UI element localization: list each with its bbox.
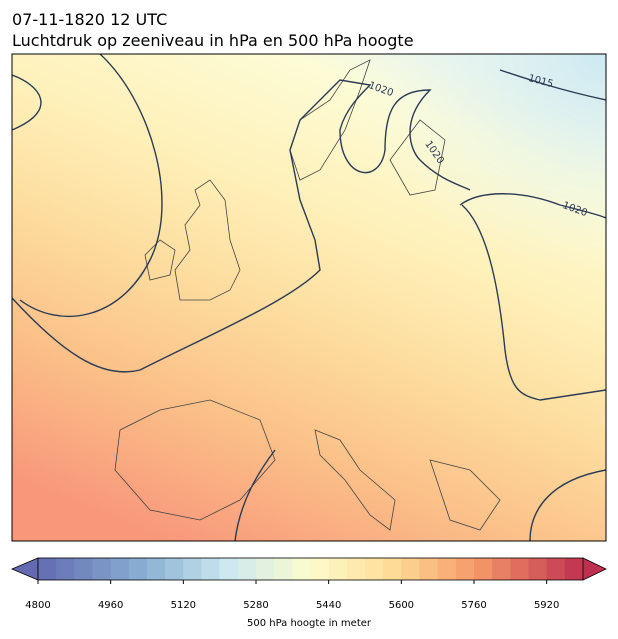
colorbar-segment bbox=[365, 558, 384, 580]
colorbar-segment bbox=[383, 558, 402, 580]
colorbar-segment bbox=[437, 558, 457, 580]
colorbar-segment bbox=[183, 558, 202, 580]
colorbar-tick-label: 5920 bbox=[534, 600, 559, 611]
colorbar-segment bbox=[201, 558, 221, 580]
colorbar-segment bbox=[546, 558, 566, 580]
colorbar-segment bbox=[74, 558, 93, 580]
colorbar-segment bbox=[346, 558, 366, 580]
colorbar-segment bbox=[110, 558, 130, 580]
map-frame bbox=[11, 53, 607, 542]
colorbar-tick-label: 4960 bbox=[98, 600, 123, 611]
colorbar-segment bbox=[128, 558, 148, 580]
colorbar-segment bbox=[38, 558, 57, 580]
colorbar-segment bbox=[256, 558, 275, 580]
colorbar-segment bbox=[401, 558, 420, 580]
colorbar-label: 500 hPa hoogte in meter bbox=[247, 618, 372, 629]
title-line-2: Luchtdruk op zeeniveau in hPa en 500 hPa… bbox=[12, 31, 414, 50]
colorbar-frame bbox=[37, 557, 584, 581]
colorbar-segment bbox=[274, 558, 293, 580]
colorbar-tick-label: 5600 bbox=[389, 600, 414, 611]
colorbar-segment bbox=[219, 558, 239, 580]
colorbar-segment bbox=[528, 558, 548, 580]
colorbar-segment bbox=[165, 558, 184, 580]
colorbar-segment bbox=[292, 558, 311, 580]
colorbar-segment bbox=[310, 558, 330, 580]
colorbar-extend bbox=[582, 557, 607, 581]
colorbar-tick-label: 5760 bbox=[461, 600, 486, 611]
colorbar-tick-label: 4800 bbox=[25, 600, 50, 611]
title-line-1: 07-11-1820 12 UTC bbox=[12, 10, 167, 29]
colorbar-segment bbox=[474, 558, 493, 580]
colorbar: 4800 4960 5120 5280 5440 5600 5760 5920 bbox=[10, 557, 607, 611]
colorbar-tick-label: 5280 bbox=[243, 600, 268, 611]
colorbar-segment bbox=[564, 558, 584, 580]
colorbar-tick-label: 5440 bbox=[316, 600, 341, 611]
colorbar-segment bbox=[492, 558, 511, 580]
colorbar-segment bbox=[419, 558, 439, 580]
colorbar-segment bbox=[510, 558, 529, 580]
colorbar-segment bbox=[237, 558, 257, 580]
colorbar-segment bbox=[56, 558, 75, 580]
colorbar-segment bbox=[455, 558, 475, 580]
colorbar-segment bbox=[328, 558, 348, 580]
map bbox=[12, 54, 606, 541]
colorbar-tick-label: 5120 bbox=[171, 600, 196, 611]
colorbar-segment bbox=[92, 558, 112, 580]
colorbar-segment bbox=[147, 558, 166, 580]
colorbar-extend bbox=[10, 557, 39, 581]
